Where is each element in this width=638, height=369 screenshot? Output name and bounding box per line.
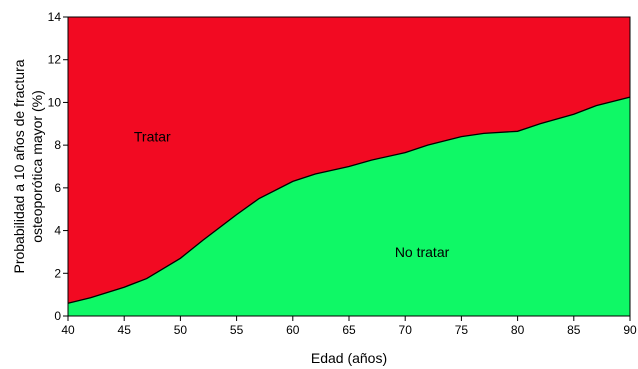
x-tick-label: 60: [286, 323, 300, 337]
x-tick-label: 70: [399, 323, 413, 337]
region-label-no-tratar: No tratar: [395, 244, 450, 260]
x-tick-label: 80: [511, 323, 525, 337]
x-tick-label: 40: [61, 323, 75, 337]
x-axis-title: Edad (años): [311, 350, 387, 366]
x-tick-label: 65: [342, 323, 356, 337]
region-tratar: [68, 17, 630, 304]
x-tick-label: 85: [567, 323, 581, 337]
x-tick-label: 55: [230, 323, 244, 337]
x-tick-label: 75: [455, 323, 469, 337]
y-tick-label: 4: [54, 224, 61, 238]
plot-area: [67, 16, 631, 317]
y-axis-title-line-1: Probabilidad a 10 años de fractura: [11, 59, 27, 273]
y-tick-label: 14: [48, 10, 62, 24]
region-no-tratar: [68, 97, 630, 316]
y-axis-title: Probabilidad a 10 años de fractura osteo…: [11, 59, 45, 273]
y-tick-label: 12: [48, 53, 62, 67]
y-tick-label: 0: [54, 309, 61, 323]
y-tick-label: 2: [54, 266, 61, 280]
y-tick-label: 8: [54, 138, 61, 152]
x-axis: 40 45 50 55 60 65 70 75 80 85 90: [61, 316, 637, 337]
threshold-line: [67, 96, 631, 304]
y-axis: 0 2 4 6 8 10 12 14: [48, 10, 68, 323]
x-tick-label: 90: [623, 323, 637, 337]
y-tick-label: 10: [48, 95, 62, 109]
x-tick-label: 50: [174, 323, 188, 337]
y-tick-label: 6: [54, 181, 61, 195]
x-tick-label: 45: [118, 323, 132, 337]
region-label-tratar: Tratar: [134, 129, 171, 145]
y-axis-title-line-2: osteoporótica mayor (%): [29, 90, 45, 243]
